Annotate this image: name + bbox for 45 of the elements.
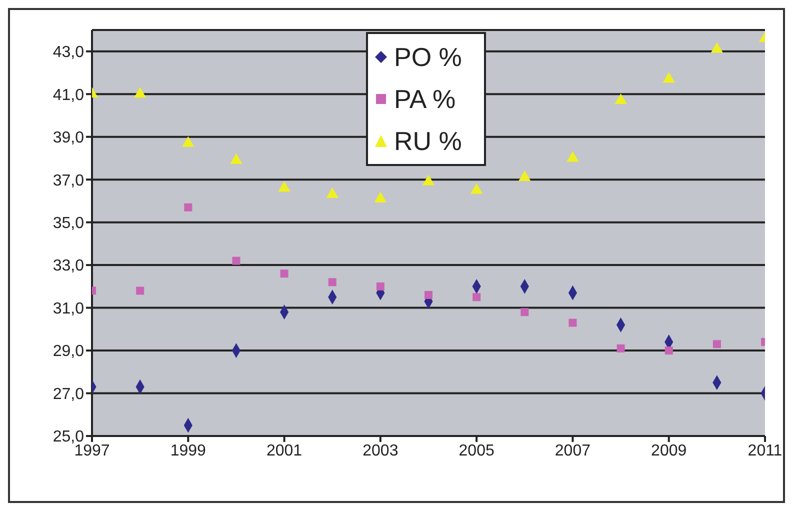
x-tick-label: 2001	[266, 442, 302, 460]
point	[328, 278, 336, 286]
point	[662, 72, 675, 83]
y-tick-label: 41,0	[52, 86, 84, 104]
point	[424, 290, 432, 299]
point	[568, 318, 577, 327]
point	[136, 286, 144, 295]
y-tick-label: 43,0	[52, 44, 84, 62]
point	[614, 93, 627, 104]
legend-label: PO %	[394, 41, 462, 74]
y-tick-label: 27,0	[52, 386, 84, 403]
x-tick-label: 2011	[748, 442, 782, 460]
point	[664, 346, 673, 355]
y-tick-label: 31,0	[52, 300, 84, 318]
point	[230, 153, 242, 164]
point	[374, 192, 387, 202]
point	[470, 183, 483, 194]
legend-label: RU %	[394, 125, 462, 158]
point	[520, 308, 529, 316]
point	[616, 344, 625, 352]
y-tick-label: 29,0	[52, 343, 84, 360]
point	[326, 188, 338, 198]
point	[472, 293, 481, 302]
point	[232, 256, 240, 265]
point	[566, 151, 579, 162]
x-tick-label: 2007	[554, 442, 591, 460]
point	[278, 181, 290, 192]
x-tick-label: 2003	[362, 442, 398, 460]
y-tick-label: 35,0	[52, 214, 84, 232]
point	[184, 203, 192, 212]
y-tick-label: 33,0	[52, 258, 84, 275]
x-tick-label: 1999	[170, 442, 206, 460]
point	[518, 170, 531, 181]
y-tick-label: 39,0	[52, 130, 84, 147]
point	[422, 174, 435, 186]
point	[280, 270, 288, 278]
y-tick-label: 37,0	[52, 172, 84, 190]
x-tick-label: 2009	[651, 442, 687, 460]
x-tick-label: 2005	[458, 442, 494, 460]
legend-label: PA %	[394, 83, 456, 116]
point	[376, 282, 384, 290]
point	[710, 42, 724, 53]
point	[134, 87, 146, 98]
point	[712, 340, 721, 348]
point	[182, 136, 194, 147]
